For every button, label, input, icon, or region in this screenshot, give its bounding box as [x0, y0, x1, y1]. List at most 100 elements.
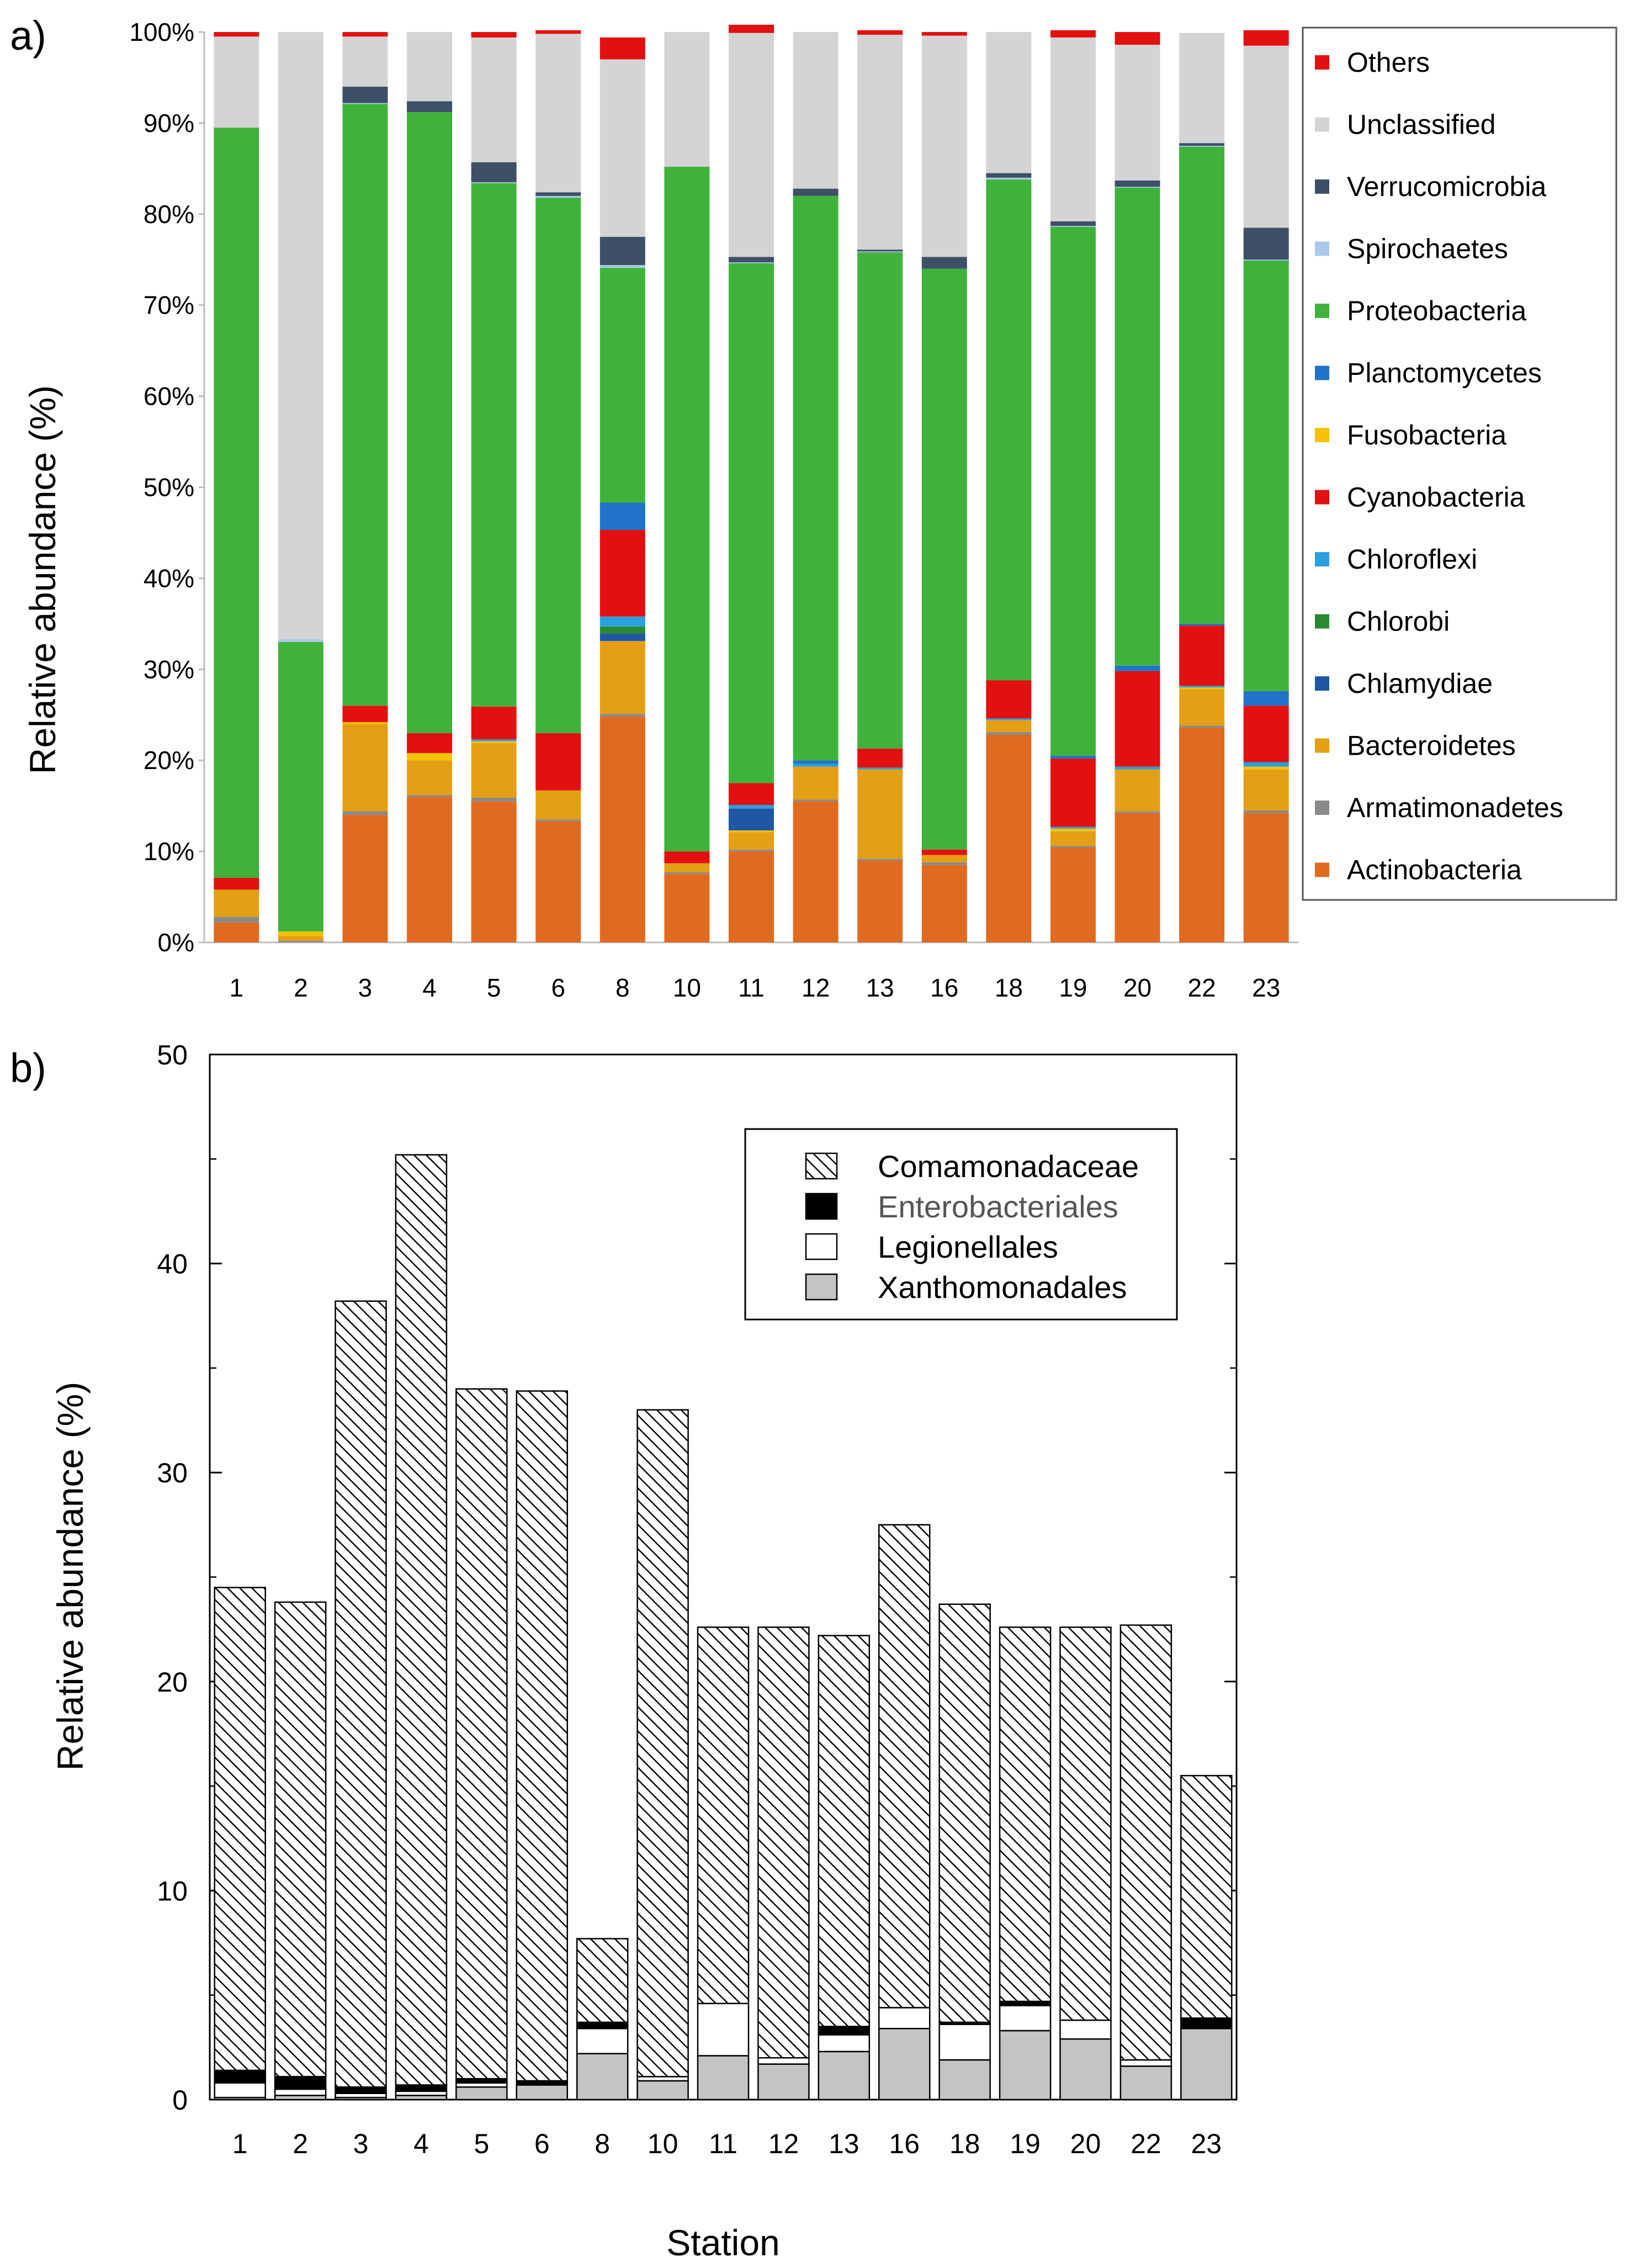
legend-label-planctomycetes: Planctomycetes: [1347, 358, 1542, 389]
bar-segment-bacteroidetes-station-2: [278, 936, 323, 941]
panel-a-x-tick-label: 19: [1059, 973, 1087, 1002]
legend-swatch-xanthomonadales: [805, 1273, 838, 1301]
legend-label-chloroflexi: Chloroflexi: [1347, 544, 1477, 575]
bar-segment-proteobacteria-station-23: [1243, 260, 1289, 691]
bar-segment-chloroflexi-station-23: [1243, 762, 1289, 767]
bar-segment-xanthomonadales-station-19: [999, 2029, 1052, 2101]
panel-b-y-axis-title: Relative abundance (%): [50, 1382, 91, 1771]
bar-segment-bacteroidetes-station-4: [407, 760, 453, 795]
bar-segment-xanthomonadales-station-11: [697, 2055, 750, 2101]
bar-segment-unclassified-station-6: [535, 34, 581, 193]
bar-segment-comamonadaceae-station-11: [697, 1626, 750, 2005]
panel-b-x-tick-label: 20: [1070, 2128, 1101, 2159]
bar-segment-verrucomicrobia-station-23: [1243, 227, 1289, 260]
bar-segment-actinobacteria-station-13: [857, 860, 903, 942]
bar-segment-xanthomonadales-station-5: [455, 2086, 508, 2101]
bar-segment-armatimonadetes-station-22: [1179, 725, 1225, 728]
legend-swatch-chlorobi: [1315, 614, 1329, 629]
panel-a-bars: [214, 24, 1289, 942]
bar-segment-proteobacteria-station-13: [857, 252, 903, 749]
legend-swatch-bacteroidetes: [1315, 738, 1329, 753]
bar-segment-unclassified-station-20: [1115, 45, 1160, 181]
legend-swatch-unclassified: [1315, 117, 1329, 132]
panel-b-x-tick-label: 13: [829, 2128, 859, 2159]
bar-segment-comamonadaceae-station-13: [818, 1635, 871, 2027]
legend-label-spirochaetes: Spirochaetes: [1347, 234, 1508, 264]
bar-segment-proteobacteria-station-6: [535, 198, 581, 733]
panel-b-x-ticks: 1 2 3 4 5 6 8 10 11 12 13 16 18 19 20 22 23: [232, 2128, 1222, 2159]
bar-segment-proteobacteria-station-8: [599, 268, 645, 503]
bar-segment-comamonadaceae-station-5: [455, 1388, 508, 2080]
legend-swatch-enterobacteriales: [805, 1193, 838, 1220]
bar-segment-others-station-1: [214, 32, 259, 37]
bar-segment-verrucomicrobia-station-3: [342, 86, 388, 103]
bar-segment-proteobacteria-station-18: [986, 179, 1032, 681]
legend-swatch-comamonadaceae: [805, 1152, 838, 1180]
bar-segment-planctomycetes-station-20: [1115, 665, 1160, 671]
legend-label-enterobacteriales: Enterobacteriales: [878, 1189, 1118, 1224]
bar-segment-cyanobacteria-station-23: [1243, 706, 1289, 762]
panel-a-y-tick-label: 100%: [129, 18, 194, 46]
panel-b-x-tick-label: 10: [648, 2128, 678, 2159]
panel-a-x-tick-label: 3: [358, 973, 373, 1002]
bar-segment-planctomycetes-station-23: [1243, 691, 1289, 706]
bar-segment-cyanobacteria-station-8: [599, 530, 645, 617]
panel-a-y-axis-ticks: 0% 10% 20% 30% 40% 50% 60% 70% 80% 90% 100%: [129, 18, 205, 957]
bar-segment-proteobacteria-station-16: [921, 268, 967, 850]
bar-segment-comamonadaceae-station-23: [1180, 1774, 1233, 2019]
bar-segment-unclassified-station-23: [1243, 45, 1289, 228]
panel-b-x-tick-label: 1: [232, 2128, 248, 2159]
bar-segment-xanthomonadales-station-22: [1119, 2065, 1172, 2101]
legend-swatch-chlamydiae: [1315, 676, 1329, 691]
bar-segment-others-station-8: [599, 37, 645, 60]
bar-segment-planctomycetes-station-12: [793, 760, 839, 764]
panel-b-legend: Comamonadaceae Enterobacteriales Legionell…: [805, 1149, 1139, 1305]
bar-segment-bacteroidetes-station-12: [793, 766, 839, 800]
bar-segment-unclassified-station-2: [278, 32, 323, 639]
bar-segment-legionellales-station-22: [1119, 2059, 1172, 2067]
bar-segment-xanthomonadales-station-13: [818, 2050, 871, 2101]
panel-a-x-tick-label: 13: [866, 973, 894, 1002]
legend-label-armatimonadetes: Armatimonadetes: [1347, 792, 1563, 823]
bar-segment-unclassified-station-10: [664, 32, 710, 167]
bar-segment-others-station-16: [921, 32, 967, 36]
bar-segment-verrucomicrobia-station-12: [793, 188, 839, 196]
legend-swatch-armatimonadetes: [1315, 801, 1329, 815]
panel-a-y-tick-label: 30%: [144, 655, 194, 683]
bar-segment-unclassified-station-19: [1050, 37, 1096, 221]
bar-segment-unclassified-station-12: [793, 32, 839, 189]
bar-segment-spirochaetes-station-8: [599, 265, 645, 268]
bar-segment-armatimonadetes-station-23: [1243, 810, 1289, 813]
bar-segment-armatimonadetes-station-12: [793, 799, 839, 802]
bar-segment-armatimonadetes-station-18: [986, 732, 1032, 735]
bar-segment-fusobacteria-station-5: [471, 741, 517, 743]
bar-segment-proteobacteria-station-1: [214, 128, 259, 878]
bar-segment-spirochaetes-station-19: [1050, 226, 1096, 227]
legend-label-comamonadaceae: Comamonadaceae: [878, 1149, 1139, 1184]
bar-segment-chloroflexi-station-11: [729, 805, 774, 809]
panel-b-x-tick-label: 4: [413, 2128, 429, 2159]
bar-segment-armatimonadetes-station-20: [1115, 811, 1160, 813]
bar-segment-xanthomonadales-station-20: [1059, 2038, 1112, 2101]
bar-segment-others-station-11: [729, 24, 774, 33]
panel-a-x-tick-label: 6: [551, 973, 565, 1002]
bar-segment-actinobacteria-station-4: [407, 797, 453, 942]
bar-segment-cyanobacteria-station-16: [921, 849, 967, 855]
legend-label-others: Others: [1347, 47, 1430, 78]
panel-a-x-tick-label: 16: [930, 973, 958, 1002]
bar-segment-unclassified-station-5: [471, 37, 517, 162]
panel-a-y-tick-label: 10%: [144, 837, 194, 866]
panel-a-y-tick-label: 60%: [144, 382, 194, 411]
bar-segment-spirochaetes-station-11: [729, 262, 774, 263]
bar-segment-cyanobacteria-station-13: [857, 748, 903, 768]
panel-a-x-tick-label: 5: [487, 973, 501, 1002]
bar-segment-armatimonadetes-station-13: [857, 859, 903, 861]
bar-segment-bacteroidetes-station-19: [1050, 831, 1096, 846]
panel-a-y-tick-label: 80%: [144, 200, 194, 229]
panel-a-legend: Others Unclassified Verrucomicrobia Spiroch…: [1315, 47, 1563, 886]
bar-segment-chloroflexi-station-5: [471, 739, 517, 741]
panel-a-y-tick-label: 70%: [144, 291, 194, 320]
bar-segment-armatimonadetes-station-3: [342, 811, 388, 815]
bar-segment-cyanobacteria-station-10: [664, 851, 710, 863]
